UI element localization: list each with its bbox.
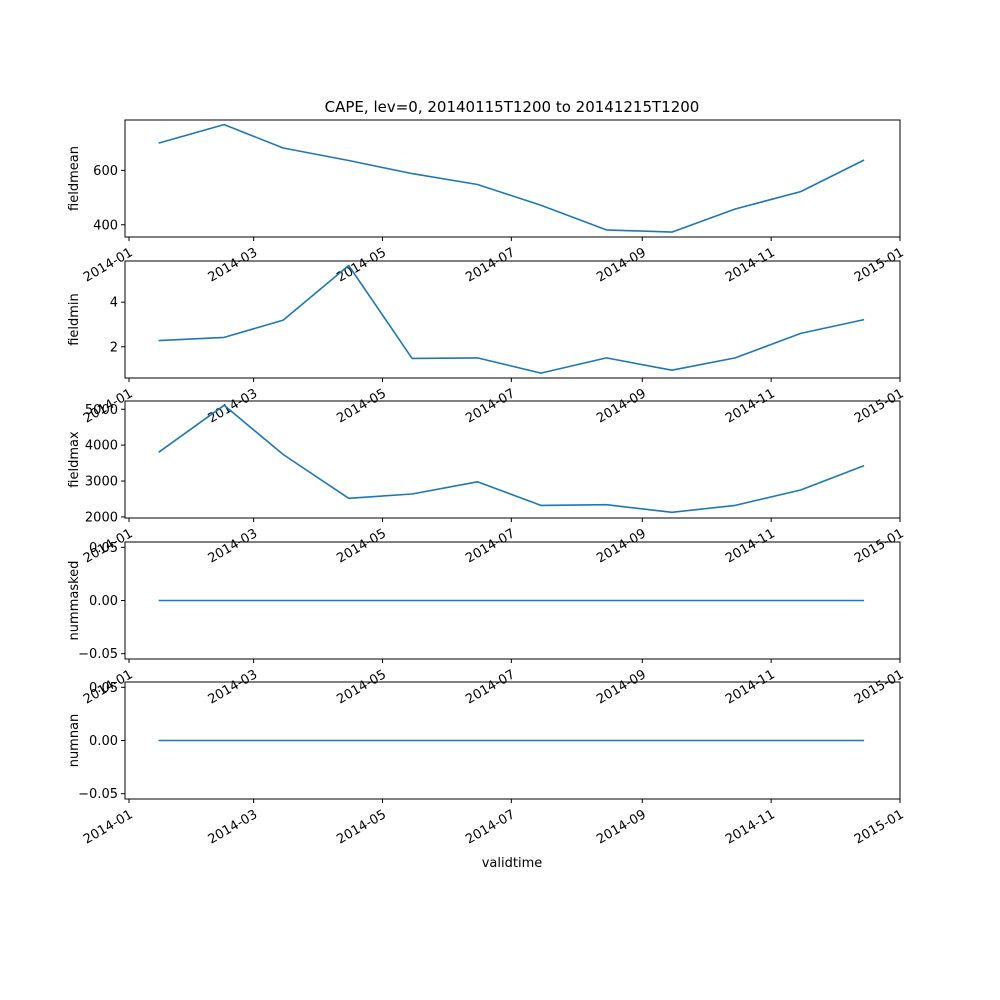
x-tick-label: 2014-03 <box>206 807 261 847</box>
y-tick-label: 2000 <box>85 510 118 525</box>
y-tick-label: 600 <box>93 164 118 179</box>
y-tick-label: 4000 <box>85 439 118 454</box>
x-tick-label: 2014-03 <box>206 386 261 426</box>
x-tick-label: 2014-09 <box>594 807 649 847</box>
panels-group: 400 600 fieldmean 2014-01 2014-03 2014-05 2014… <box>67 119 907 848</box>
x-tick-label: 2014-11 <box>723 526 778 566</box>
x-tick-label: 2014-09 <box>594 526 649 566</box>
x-tick-label: 2014-11 <box>723 386 778 426</box>
axes-frame <box>124 400 901 519</box>
x-tick-label: 2015-01 <box>852 245 907 285</box>
y-tick-label: −0.05 <box>78 647 118 662</box>
x-tick-label: 2014-01 <box>81 807 136 847</box>
x-tick-label: 2014-03 <box>206 667 261 707</box>
y-tick-label: 400 <box>93 218 118 233</box>
x-tick-label: 2014-03 <box>206 245 261 285</box>
x-tick-label: 2014-11 <box>723 245 778 285</box>
x-tick-label: 2014-09 <box>594 245 649 285</box>
x-axis-label: validtime <box>482 856 543 871</box>
series-line-fieldmean <box>158 123 865 233</box>
x-tick-label: 2014-09 <box>594 667 649 707</box>
y-tick-label: −0.05 <box>78 787 118 802</box>
series-line-fieldmin <box>158 264 865 374</box>
y-tick-label: 0.05 <box>89 681 118 696</box>
y-axis-label: numnan <box>67 714 82 768</box>
x-tick-label: 2015-01 <box>852 526 907 566</box>
x-tick-label: 2014-07 <box>463 386 518 426</box>
chart-title: CAPE, lev=0, 20140115T1200 to 20141215T1… <box>325 98 700 116</box>
x-tick-label: 2014-07 <box>463 245 518 285</box>
y-axis-label: fieldmean <box>67 146 82 211</box>
y-tick-label: 2 <box>110 340 118 355</box>
y-axis-label: nummasked <box>67 561 82 641</box>
x-tick-label: 2014-01 <box>81 245 136 285</box>
y-tick-label: 5000 <box>85 403 118 418</box>
y-axis-label: fieldmin <box>67 293 82 346</box>
x-tick-label: 2014-05 <box>334 667 389 707</box>
x-tick-label: 2014-11 <box>723 807 778 847</box>
y-tick-label: 4 <box>110 296 118 311</box>
x-tick-label: 2015-01 <box>852 386 907 426</box>
x-tick-label: 2014-05 <box>334 245 389 285</box>
series-line-fieldmax <box>158 404 865 514</box>
x-tick-label: 2015-01 <box>852 807 907 847</box>
x-tick-label: 2014-07 <box>463 667 518 707</box>
axes-frame <box>124 119 901 238</box>
y-tick-label: 0.00 <box>89 594 118 609</box>
x-tick-label: 2014-09 <box>594 386 649 426</box>
x-tick-label: 2014-03 <box>206 526 261 566</box>
x-tick-label: 2014-05 <box>334 807 389 847</box>
x-tick-label: 2014-05 <box>334 386 389 426</box>
panel-numnan: −0.05 0.00 0.05 numnan 2014-01 2014-03 2014-05… <box>67 681 907 848</box>
y-tick-label: 0.05 <box>89 541 118 556</box>
y-tick-label: 0.00 <box>89 734 118 749</box>
x-tick-label: 2014-05 <box>334 526 389 566</box>
axes-frame <box>124 260 901 379</box>
y-axis-label: fieldmax <box>67 431 82 488</box>
x-tick-label: 2014-07 <box>463 807 518 847</box>
x-tick-label: 2014-07 <box>463 526 518 566</box>
x-tick-label: 2015-01 <box>852 667 907 707</box>
x-tick-label: 2014-11 <box>723 667 778 707</box>
y-tick-label: 3000 <box>85 475 118 490</box>
